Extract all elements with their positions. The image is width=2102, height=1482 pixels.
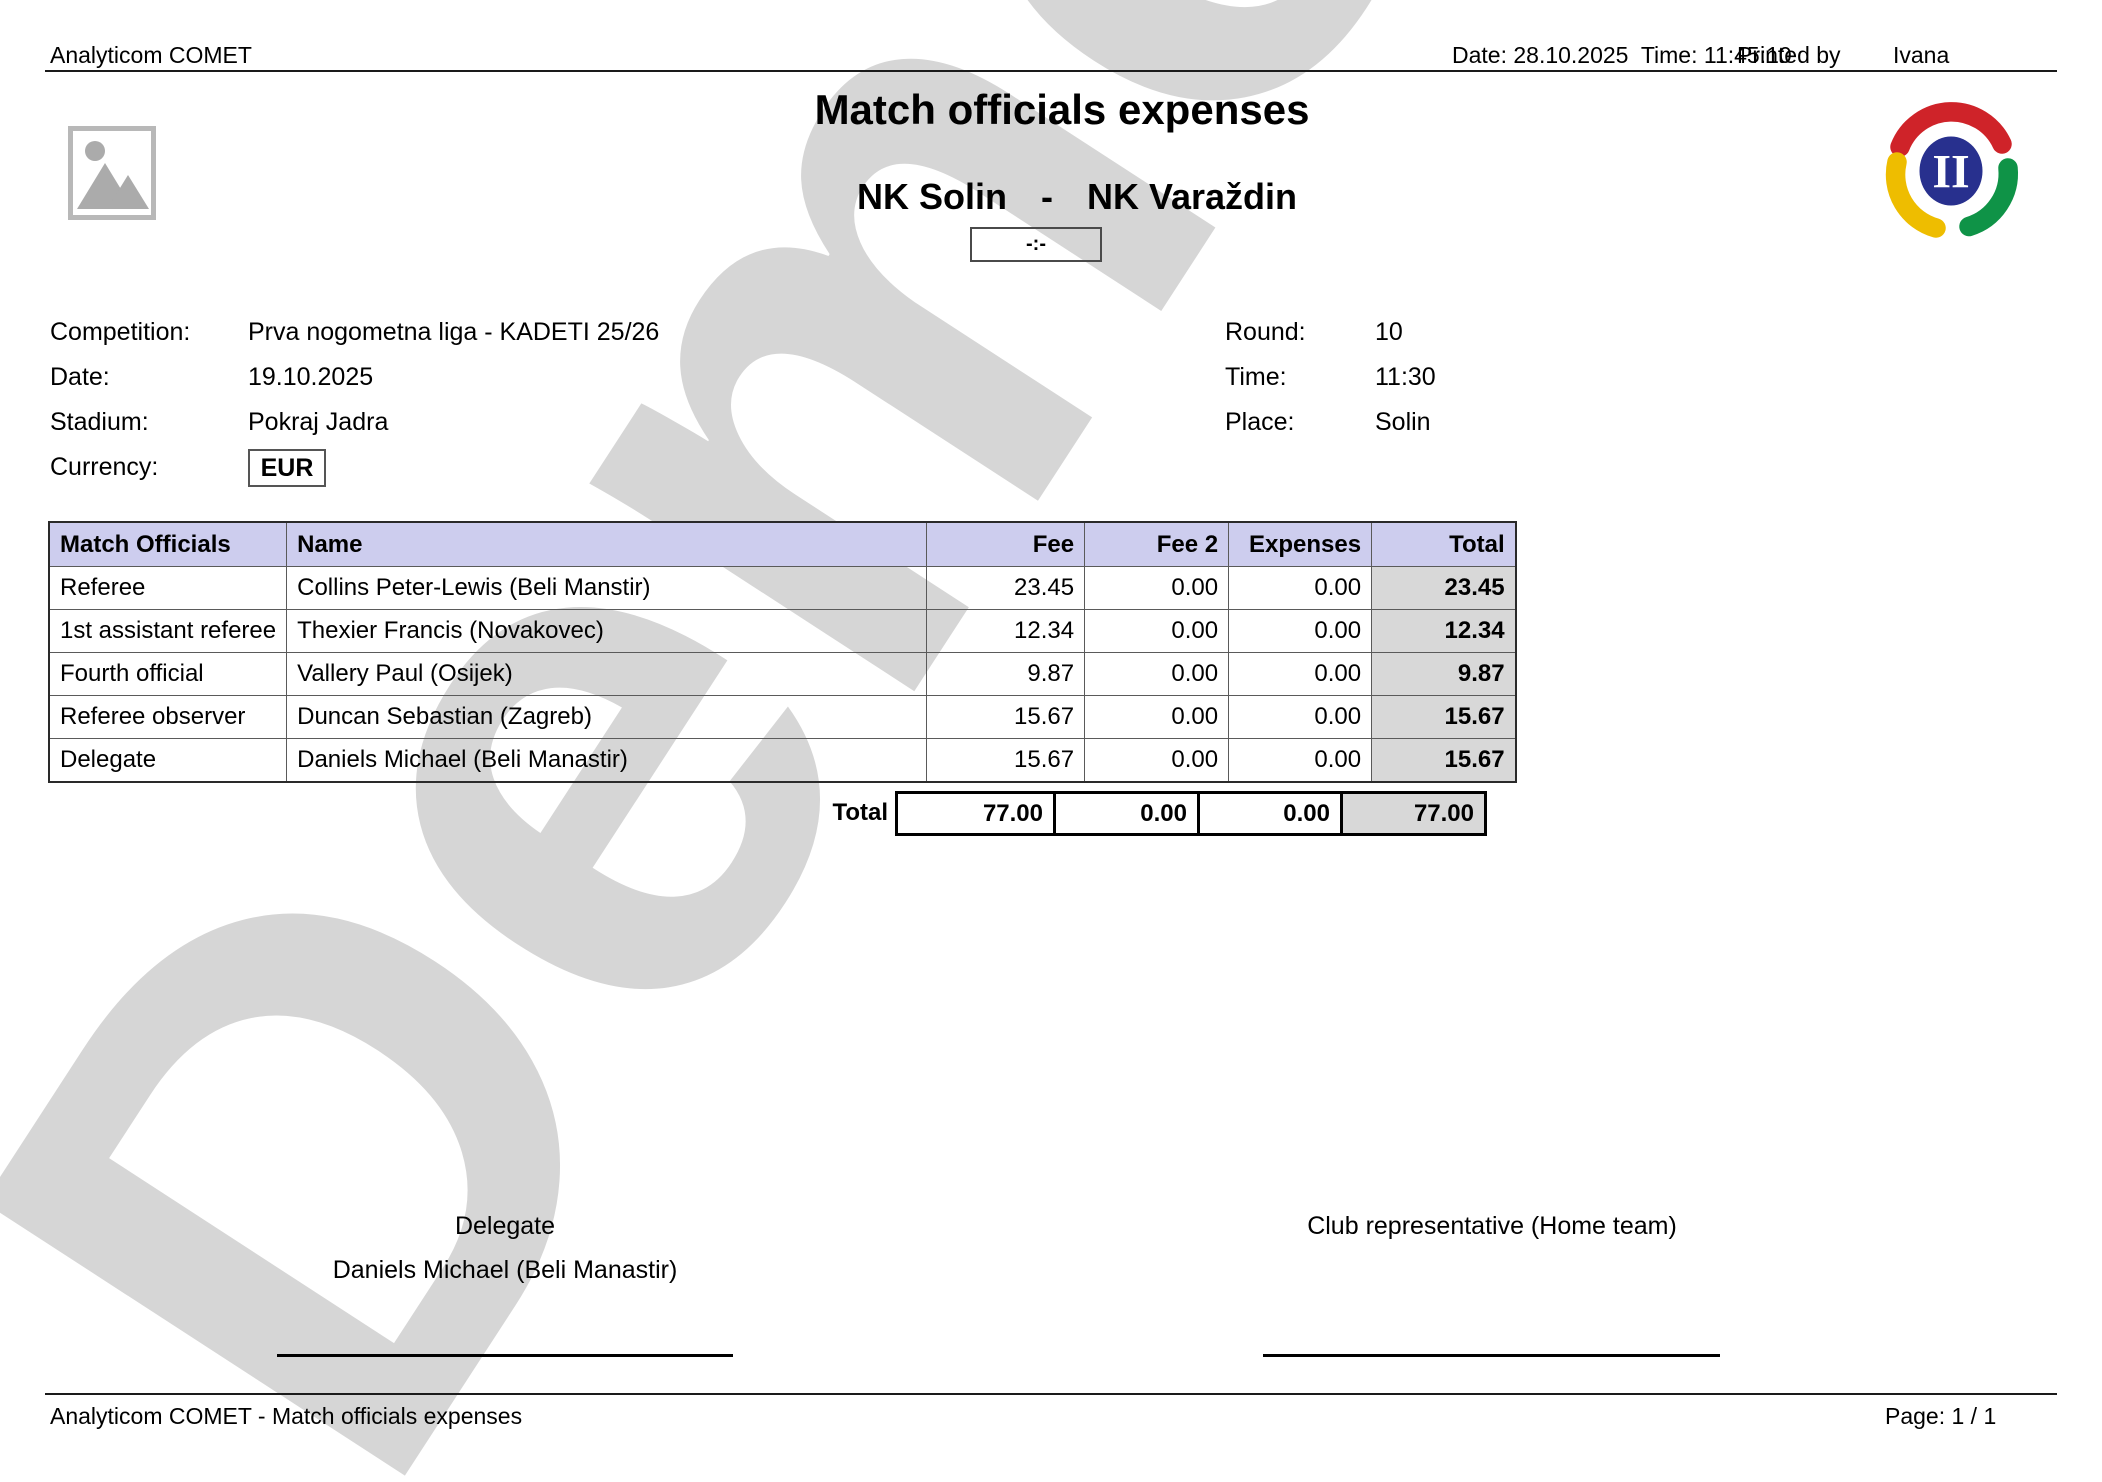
grand-total-total: 77.00 (1340, 791, 1487, 836)
header-divider (45, 70, 2057, 72)
table-row: Referee observer Duncan Sebastian (Zagre… (48, 695, 1517, 739)
fee2-value: 0.00 (1084, 652, 1230, 696)
total-value: 12.34 (1371, 609, 1517, 653)
logo-green-swoosh (1959, 158, 2019, 237)
table-row: Referee Collins Peter-Lewis (Beli Mansti… (48, 566, 1517, 610)
signature-line-right (1263, 1354, 1720, 1357)
fee-value: 15.67 (926, 738, 1086, 783)
logo-yellow-swoosh (1885, 152, 1946, 238)
currency-value: EUR (260, 453, 314, 482)
fee-value: 15.67 (926, 695, 1086, 739)
expenses-value: 0.00 (1228, 738, 1373, 783)
logo-text: II (1932, 146, 1969, 199)
competition-label: Competition: (50, 318, 191, 346)
stadium-value: Pokraj Jadra (248, 408, 389, 436)
footer-report-name: Analyticom COMET - Match officials expen… (50, 1403, 523, 1429)
official-name: Thexier Francis (Novakovec) (286, 609, 928, 653)
date-label: Date: (50, 363, 110, 391)
score-box: -:- (970, 227, 1102, 262)
place-value: Solin (1375, 408, 1431, 436)
official-name: Collins Peter-Lewis (Beli Manstir) (286, 566, 928, 610)
total-value: 15.67 (1371, 695, 1517, 739)
match-officials-table: Match Officials Name Fee Fee 2 Expenses … (48, 521, 1517, 783)
col-header-name: Name (286, 521, 928, 567)
expenses-value: 0.00 (1228, 566, 1373, 610)
fee2-value: 0.00 (1084, 566, 1230, 610)
official-name: Duncan Sebastian (Zagreb) (286, 695, 928, 739)
placeholder-sun-shape (85, 141, 105, 161)
app-name: Analyticom COMET (50, 42, 252, 68)
away-team-name: NK Varaždin (1086, 176, 1298, 217)
fee2-value: 0.00 (1084, 609, 1230, 653)
table-header-row: Match Officials Name Fee Fee 2 Expenses … (48, 521, 1517, 567)
fee-value: 12.34 (926, 609, 1086, 653)
round-label: Round: (1225, 318, 1306, 346)
time-value: 11:30 (1375, 363, 1436, 391)
col-header-fee: Fee (926, 521, 1086, 567)
logo-navy-circle (1919, 136, 1983, 206)
table-row: 1st assistant referee Thexier Francis (N… (48, 609, 1517, 653)
col-header-match-officials: Match Officials (48, 521, 288, 567)
page-title: Match officials expenses (814, 86, 1310, 133)
place-label: Place: (1225, 408, 1295, 436)
expenses-value: 0.00 (1228, 695, 1373, 739)
printed-by-label: Printed by (1737, 42, 1841, 68)
official-role: Fourth official (48, 652, 288, 696)
total-value: 23.45 (1371, 566, 1517, 610)
round-value: 10 (1375, 318, 1403, 346)
total-value: 9.87 (1371, 652, 1517, 696)
grand-total-fee: 77.00 (895, 791, 1056, 836)
teams-separator: - (1040, 176, 1053, 217)
expenses-value: 0.00 (1228, 609, 1373, 653)
time-label: Time: (1225, 363, 1287, 391)
col-header-expenses: Expenses (1228, 521, 1373, 567)
grand-total-row: 77.00 0.00 0.00 77.00 (895, 791, 1487, 836)
match-teams: NK Solin - NK Varaždin (857, 176, 1297, 218)
col-header-fee2: Fee 2 (1084, 521, 1230, 567)
table-row: Fourth official Vallery Paul (Osijek) 9.… (48, 652, 1517, 696)
signature-right-role: Club representative (Home team) (1307, 1212, 1677, 1240)
score-value: -:- (1026, 233, 1046, 255)
official-name: Daniels Michael (Beli Manastir) (286, 738, 928, 783)
official-role: Referee observer (48, 695, 288, 739)
signature-line-left (277, 1354, 733, 1357)
table-row: Delegate Daniels Michael (Beli Manastir)… (48, 738, 1517, 783)
comet-logo-icon: II (1885, 102, 2019, 238)
col-header-total: Total (1371, 521, 1517, 567)
grand-total-expenses: 0.00 (1197, 791, 1343, 836)
signature-left-role: Delegate (454, 1212, 556, 1240)
fee-value: 23.45 (926, 566, 1086, 610)
print-date-time: Date: 28.10.2025 Time: 11:45:10 (1452, 42, 1792, 68)
official-role: Referee (48, 566, 288, 610)
signature-left-name: Daniels Michael (Beli Manastir) (332, 1256, 678, 1284)
official-role: 1st assistant referee (48, 609, 288, 653)
footer-page-number: Page: 1 / 1 (1885, 1403, 1997, 1429)
grand-total-fee2: 0.00 (1053, 791, 1200, 836)
official-role: Delegate (48, 738, 288, 783)
total-value: 15.67 (1371, 738, 1517, 783)
fee-value: 9.87 (926, 652, 1086, 696)
competition-value: Prva nogometna liga - KADETI 25/26 (248, 318, 660, 346)
stadium-label: Stadium: (50, 408, 149, 436)
currency-value-box: EUR (248, 449, 326, 487)
home-team-name: NK Solin (856, 176, 1007, 217)
fee2-value: 0.00 (1084, 695, 1230, 739)
fee2-value: 0.00 (1084, 738, 1230, 783)
image-placeholder-icon (68, 126, 156, 220)
currency-label: Currency: (50, 453, 159, 481)
logo-red-swoosh (1890, 102, 2012, 157)
date-value: 19.10.2025 (248, 363, 374, 391)
grand-total-label: Total (832, 799, 888, 826)
printed-by-user: Ivana (1893, 42, 1950, 68)
footer-divider (45, 1393, 2057, 1395)
official-name: Vallery Paul (Osijek) (286, 652, 928, 696)
placeholder-mountain-shape (107, 175, 149, 209)
expenses-value: 0.00 (1228, 652, 1373, 696)
